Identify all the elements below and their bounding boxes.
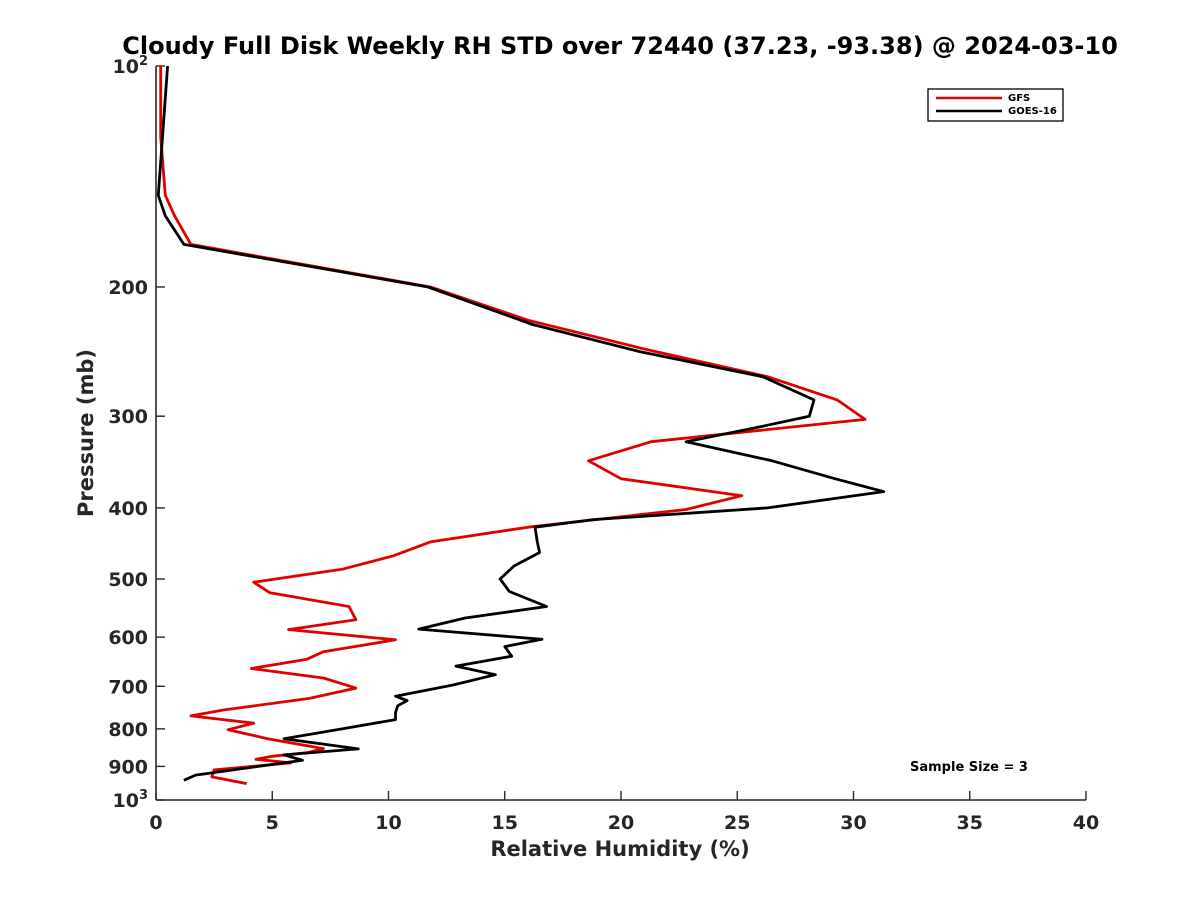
y-tick-label: 500: [108, 569, 148, 591]
y-tick-label: 400: [108, 498, 148, 520]
x-tick-label: 25: [724, 812, 750, 834]
sample-size-annotation: Sample Size = 3: [910, 760, 1028, 775]
series-layer: [156, 65, 886, 785]
legend-label-gfs: GFS: [1008, 93, 1030, 104]
axes: 0 5 10 15 20 25 30 35 40 102 200 300 400 500 600 700 800…: [108, 54, 1099, 834]
series-line-goes-16: [156, 65, 886, 782]
y-tick-label: 300: [108, 406, 148, 428]
x-tick-label: 15: [492, 812, 518, 834]
legend: GFS GOES-16: [927, 88, 1064, 122]
x-tick-label: 10: [375, 812, 401, 834]
y-tick-label: 103: [113, 788, 149, 812]
chart-title: Cloudy Full Disk Weekly RH STD over 7244…: [122, 32, 1118, 60]
series-line-gfs: [159, 66, 867, 785]
legend-box: [927, 88, 1064, 122]
y-tick-label: 200: [108, 277, 148, 299]
legend-label-goes-16: GOES-16: [1008, 106, 1057, 117]
y-tick-label: 700: [108, 676, 148, 698]
x-tick-label: 30: [840, 812, 866, 834]
x-tick-label: 35: [957, 812, 983, 834]
y-tick-label: 600: [108, 627, 148, 649]
y-tick-label: 900: [108, 756, 148, 778]
x-tick-label: 5: [266, 812, 279, 834]
y-axis-label: Pressure (mb): [74, 349, 98, 517]
y-tick-label: 102: [113, 54, 149, 78]
x-tick-label: 20: [608, 812, 634, 834]
x-axis-label: Relative Humidity (%): [490, 837, 749, 861]
x-tick-label: 40: [1073, 812, 1099, 834]
y-tick-label: 800: [108, 719, 148, 741]
x-tick-label: 0: [149, 812, 162, 834]
